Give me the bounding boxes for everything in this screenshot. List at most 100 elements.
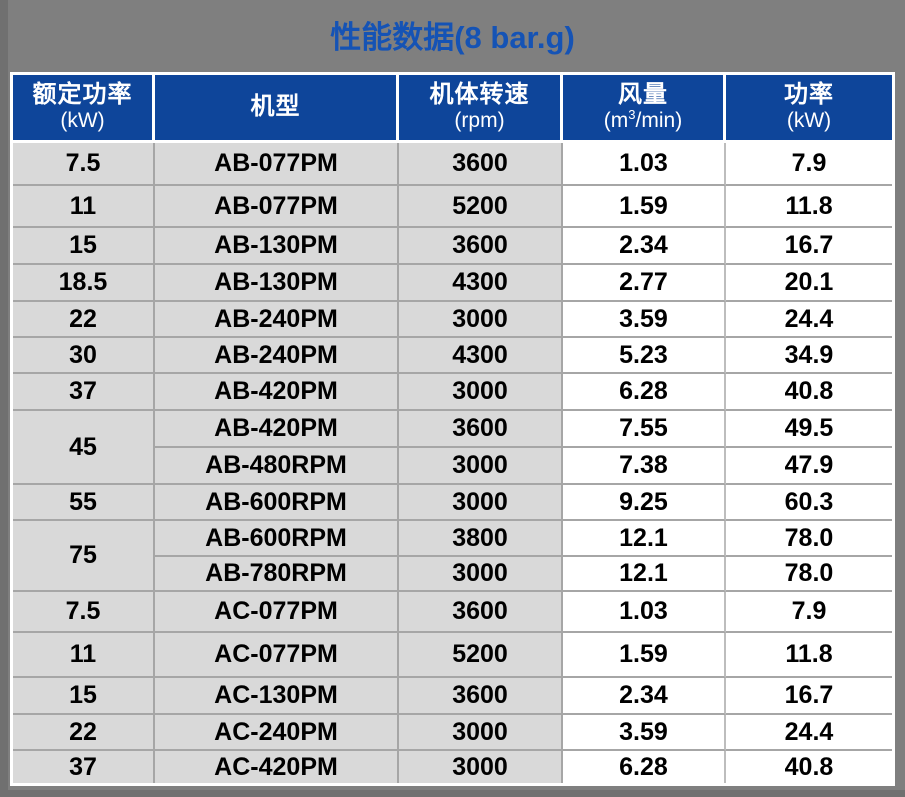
air-flow-cell: 6.28 bbox=[563, 751, 726, 783]
power-cell: 24.4 bbox=[726, 715, 892, 751]
power-cell: 11.8 bbox=[726, 633, 892, 678]
speed-cell: 3000 bbox=[399, 374, 563, 411]
air-flow-cell: 12.1 bbox=[563, 521, 726, 557]
speed-cell: 5200 bbox=[399, 633, 563, 678]
power-cell: 7.9 bbox=[726, 592, 892, 633]
air-flow-cell: 1.59 bbox=[563, 186, 726, 228]
power-cell: 20.1 bbox=[726, 265, 892, 302]
rated-power-cell: 15 bbox=[13, 228, 155, 265]
rated-power-cell: 37 bbox=[13, 374, 155, 411]
speed-cell: 3800 bbox=[399, 521, 563, 557]
col-header-rated-power-unit: (kW) bbox=[60, 109, 105, 133]
model-cell: AB-420PM bbox=[155, 411, 399, 448]
air-flow-cell: 3.59 bbox=[563, 715, 726, 751]
air-flow-cell: 9.25 bbox=[563, 485, 726, 521]
table-body: 7.5 AB-077PM 3600 1.03 7.9 11 AB-077PM 5200 1.59… bbox=[13, 140, 892, 783]
power-cell: 49.5 bbox=[726, 411, 892, 448]
air-flow-cell: 3.59 bbox=[563, 302, 726, 338]
col-header-rotation-speed-label: 机体转速 bbox=[429, 81, 530, 109]
rated-power-cell: 7.5 bbox=[13, 592, 155, 633]
air-flow-cell: 1.59 bbox=[563, 633, 726, 678]
model-cell: AC-420PM bbox=[155, 751, 399, 783]
air-flow-unit-post: /min) bbox=[635, 109, 683, 133]
power-cell: 47.9 bbox=[726, 448, 892, 485]
air-flow-cell: 2.34 bbox=[563, 678, 726, 715]
model-cell: AB-130PM bbox=[155, 228, 399, 265]
speed-cell: 3600 bbox=[399, 592, 563, 633]
speed-cell: 4300 bbox=[399, 265, 563, 302]
power-cell: 11.8 bbox=[726, 186, 892, 228]
rated-power-cell: 11 bbox=[13, 633, 155, 678]
air-flow-cell: 1.03 bbox=[563, 592, 726, 633]
model-cell: AB-077PM bbox=[155, 186, 399, 228]
col-header-power: 功率 (kW) bbox=[726, 75, 892, 140]
model-cell: AB-780RPM bbox=[155, 557, 399, 592]
rated-power-cell: 30 bbox=[13, 338, 155, 374]
model-cell: AC-240PM bbox=[155, 715, 399, 751]
power-cell: 78.0 bbox=[726, 521, 892, 557]
speed-cell: 3000 bbox=[399, 485, 563, 521]
rated-power-cell: 18.5 bbox=[13, 265, 155, 302]
col-header-power-unit: (kW) bbox=[786, 109, 832, 133]
model-cell: AB-077PM bbox=[155, 143, 399, 186]
model-cell: AB-240PM bbox=[155, 302, 399, 338]
rated-power-cell: 11 bbox=[13, 186, 155, 228]
power-cell: 60.3 bbox=[726, 485, 892, 521]
model-cell: AC-077PM bbox=[155, 633, 399, 678]
page-title: 性能数据(8 bar.g) bbox=[330, 20, 575, 55]
power-cell: 7.9 bbox=[726, 143, 892, 186]
power-cell: 16.7 bbox=[726, 228, 892, 265]
rated-power-cell: 45 bbox=[13, 411, 155, 485]
col-header-air-flow-unit: (m3/min) bbox=[603, 107, 683, 133]
col-header-air-flow-label: 风量 bbox=[618, 81, 668, 109]
air-flow-cell: 1.03 bbox=[563, 143, 726, 186]
power-cell: 78.0 bbox=[726, 557, 892, 592]
power-cell: 40.8 bbox=[726, 374, 892, 411]
speed-cell: 3600 bbox=[399, 228, 563, 265]
rated-power-cell: 75 bbox=[13, 521, 155, 592]
col-header-rated-power: 额定功率 (kW) bbox=[13, 75, 155, 140]
speed-cell: 3600 bbox=[399, 411, 563, 448]
col-header-model-label: 机型 bbox=[250, 93, 301, 121]
power-cell: 40.8 bbox=[726, 751, 892, 783]
air-flow-cell: 5.23 bbox=[563, 338, 726, 374]
model-cell: AB-420PM bbox=[155, 374, 399, 411]
speed-cell: 4300 bbox=[399, 338, 563, 374]
speed-cell: 3000 bbox=[399, 302, 563, 338]
rated-power-cell: 22 bbox=[13, 715, 155, 751]
table-header-row: 额定功率 (kW) 机型 机体转速 (rpm) 风量 (m3/min) 功率 (… bbox=[13, 75, 892, 140]
speed-cell: 3000 bbox=[399, 448, 563, 485]
air-flow-cell: 2.77 bbox=[563, 265, 726, 302]
left-edge-shade bbox=[0, 0, 8, 797]
model-cell: AB-130PM bbox=[155, 265, 399, 302]
speed-cell: 5200 bbox=[399, 186, 563, 228]
col-header-rotation-speed: 机体转速 (rpm) bbox=[399, 75, 563, 140]
model-cell: AB-240PM bbox=[155, 338, 399, 374]
rated-power-cell: 55 bbox=[13, 485, 155, 521]
air-flow-cell: 7.38 bbox=[563, 448, 726, 485]
col-header-power-label: 功率 bbox=[784, 81, 834, 109]
speed-cell: 3600 bbox=[399, 678, 563, 715]
col-header-air-flow: 风量 (m3/min) bbox=[563, 75, 726, 140]
power-cell: 16.7 bbox=[726, 678, 892, 715]
bottom-edge-shade bbox=[0, 790, 905, 797]
rated-power-cell: 7.5 bbox=[13, 143, 155, 186]
performance-table: 额定功率 (kW) 机型 机体转速 (rpm) 风量 (m3/min) 功率 (… bbox=[10, 72, 895, 786]
power-cell: 24.4 bbox=[726, 302, 892, 338]
speed-cell: 3000 bbox=[399, 557, 563, 592]
air-flow-unit-sup: 3 bbox=[628, 107, 636, 123]
air-flow-cell: 7.55 bbox=[563, 411, 726, 448]
col-header-rotation-speed-unit: (rpm) bbox=[454, 109, 505, 133]
rated-power-cell: 37 bbox=[13, 751, 155, 783]
model-cell: AB-600RPM bbox=[155, 485, 399, 521]
model-cell: AC-077PM bbox=[155, 592, 399, 633]
model-cell: AC-130PM bbox=[155, 678, 399, 715]
air-flow-unit-pre: (m bbox=[603, 109, 629, 133]
rated-power-cell: 15 bbox=[13, 678, 155, 715]
col-header-rated-power-label: 额定功率 bbox=[32, 81, 133, 109]
air-flow-cell: 6.28 bbox=[563, 374, 726, 411]
speed-cell: 3600 bbox=[399, 143, 563, 186]
speed-cell: 3000 bbox=[399, 715, 563, 751]
air-flow-cell: 12.1 bbox=[563, 557, 726, 592]
model-cell: AB-600RPM bbox=[155, 521, 399, 557]
